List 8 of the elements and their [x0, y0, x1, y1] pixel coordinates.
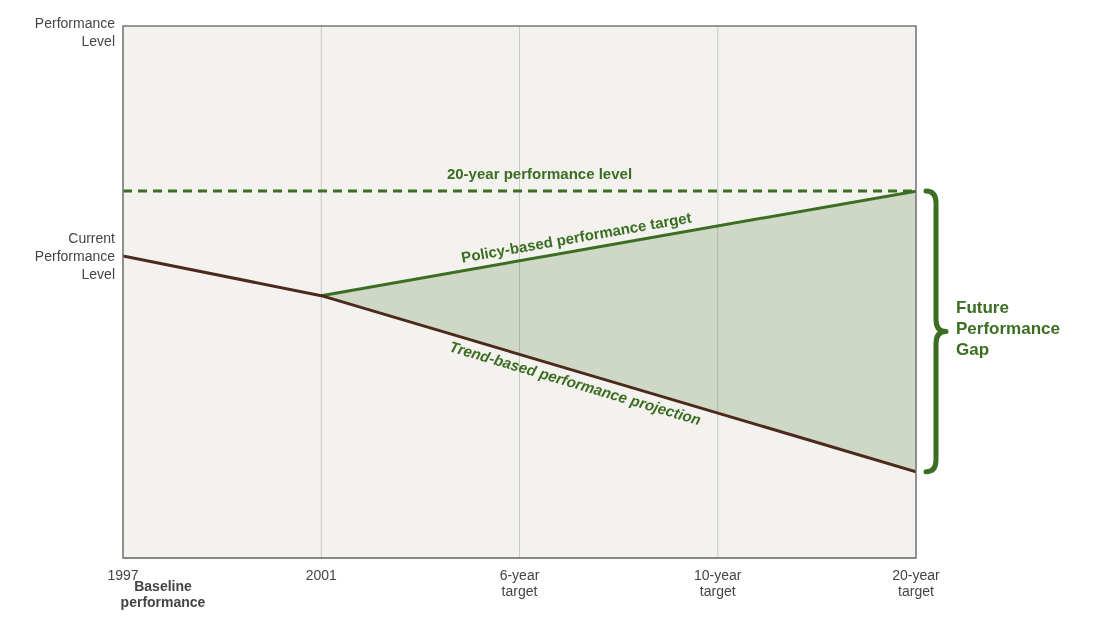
ref-line-label: 20-year performance level: [446, 165, 633, 183]
annotation: Current Performance Level: [34, 230, 116, 283]
x-tick-label: 10-year target: [694, 567, 742, 599]
text: Performance Level: [34, 15, 116, 49]
text: Future Performance Gap: [956, 298, 1060, 360]
x-tick-label: 2001: [305, 567, 338, 583]
x-tick-label: 6-year target: [499, 567, 540, 599]
x-tick-label: 20-year target: [892, 567, 941, 599]
